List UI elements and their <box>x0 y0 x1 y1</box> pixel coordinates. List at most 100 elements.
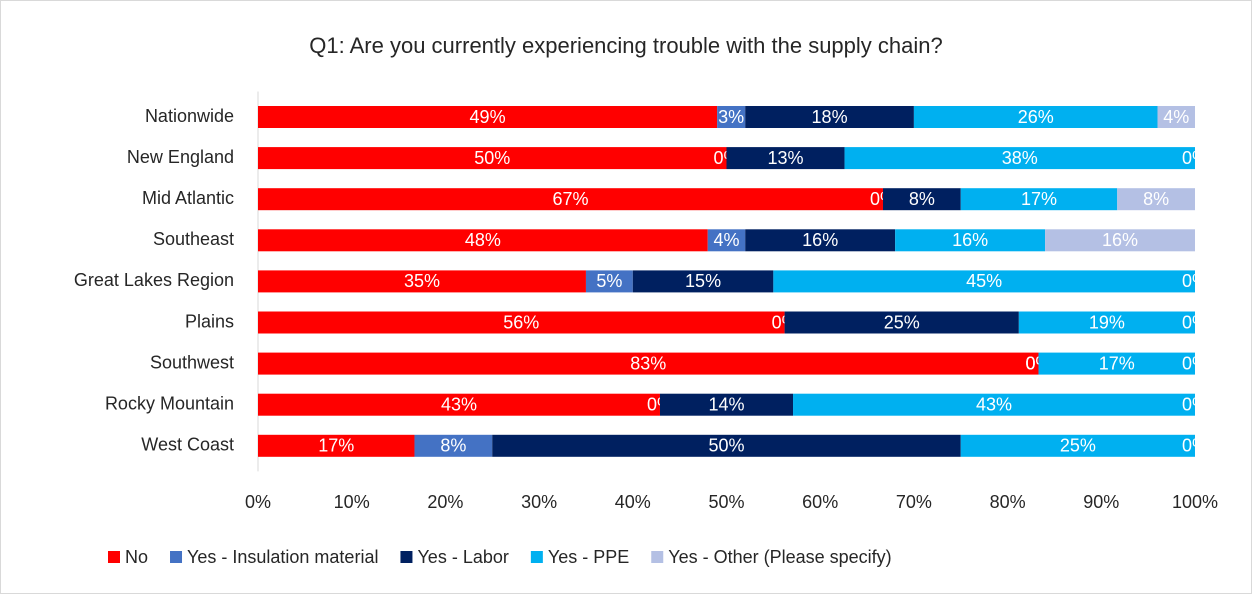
data-label: 0% <box>1182 312 1208 332</box>
bar-segment <box>793 393 1195 416</box>
data-label: 45% <box>966 271 1002 291</box>
data-label: 0% <box>1182 436 1208 456</box>
legend-label: No <box>125 547 148 567</box>
data-label: 43% <box>441 394 477 414</box>
data-label: 83% <box>630 353 666 373</box>
bar-segment <box>258 229 708 252</box>
legend-swatch <box>400 551 413 563</box>
data-label: 15% <box>685 271 721 291</box>
bar-segment <box>1045 229 1195 252</box>
legend-swatch <box>170 551 183 563</box>
bar-segment <box>492 434 961 457</box>
bar-segment <box>745 229 896 252</box>
bar-segment <box>258 434 415 457</box>
x-tick-label: 20% <box>427 492 463 512</box>
x-tick-label: 70% <box>896 492 932 512</box>
data-label: 3% <box>718 107 744 127</box>
bar-segment <box>726 147 845 170</box>
legend-swatch <box>530 551 543 563</box>
bar-segment <box>844 147 1195 170</box>
data-label: 4% <box>713 230 739 250</box>
data-label: 67% <box>552 189 588 209</box>
data-label: 18% <box>812 107 848 127</box>
y-tick-label: West Coast <box>141 435 234 455</box>
bar-segment <box>773 270 1195 293</box>
data-label: 48% <box>465 230 501 250</box>
data-label: 5% <box>596 271 622 291</box>
y-tick-label: Southeast <box>153 229 234 249</box>
data-label: 17% <box>1099 353 1135 373</box>
bar-segment <box>882 188 961 211</box>
bar-segment <box>1117 188 1195 211</box>
legend-swatch <box>651 551 664 563</box>
x-tick-label: 30% <box>521 492 557 512</box>
data-label: 19% <box>1089 312 1125 332</box>
legend-label: Yes - Labor <box>417 547 508 567</box>
chart-title: Q1: Are you currently experiencing troub… <box>309 33 942 58</box>
y-tick-label: Great Lakes Region <box>74 270 234 290</box>
x-tick-label: 90% <box>1083 492 1119 512</box>
bar-segment <box>1038 352 1195 375</box>
bar-segment <box>659 393 794 416</box>
data-label: 38% <box>1002 148 1038 168</box>
legend-label: Yes - Other (Please specify) <box>668 547 891 567</box>
bar-segment <box>960 188 1118 211</box>
data-label: 14% <box>708 394 744 414</box>
x-tick-label: 100% <box>1172 492 1218 512</box>
bar-segment <box>707 229 746 252</box>
y-tick-label: Nationwide <box>145 106 234 126</box>
bar-segment <box>913 106 1158 128</box>
bar-segment <box>258 106 718 128</box>
data-label: 17% <box>318 436 354 456</box>
bar-segment <box>258 147 727 170</box>
data-label: 0% <box>1182 353 1208 373</box>
data-label: 4% <box>1163 107 1189 127</box>
y-tick-label: New England <box>127 147 234 167</box>
bar-segment <box>960 434 1195 457</box>
legend-label: Yes - Insulation material <box>187 547 378 567</box>
bar-segment <box>632 270 774 293</box>
data-label: 26% <box>1018 107 1054 127</box>
bar-segment <box>258 393 660 416</box>
data-label: 16% <box>802 230 838 250</box>
data-label: 16% <box>1102 230 1138 250</box>
y-tick-label: Mid Atlantic <box>142 188 234 208</box>
data-label: 50% <box>708 436 744 456</box>
x-tick-label: 80% <box>990 492 1026 512</box>
bar-segment <box>585 270 633 293</box>
data-label: 8% <box>1143 189 1169 209</box>
data-label: 25% <box>884 312 920 332</box>
bar-segment <box>258 270 586 293</box>
x-tick-label: 50% <box>708 492 744 512</box>
bar-segment <box>784 311 1019 334</box>
data-label: 56% <box>503 312 539 332</box>
x-tick-label: 0% <box>245 492 271 512</box>
data-label: 49% <box>470 107 506 127</box>
data-label: 0% <box>1182 271 1208 291</box>
data-label: 0% <box>1182 148 1208 168</box>
data-label: 16% <box>952 230 988 250</box>
data-label: 43% <box>976 394 1012 414</box>
data-label: 50% <box>474 148 510 168</box>
bar-segment <box>745 106 914 128</box>
y-tick-label: Southwest <box>150 352 234 372</box>
bar-segment <box>1018 311 1195 334</box>
bar-segment <box>258 188 883 211</box>
y-tick-label: Rocky Mountain <box>105 393 234 413</box>
bar-segment <box>258 352 1039 375</box>
data-label: 0% <box>1182 394 1208 414</box>
bar-segment <box>414 434 493 457</box>
bar-segment <box>717 106 746 128</box>
x-tick-label: 60% <box>802 492 838 512</box>
data-label: 8% <box>909 189 935 209</box>
data-label: 25% <box>1060 436 1096 456</box>
data-label: 17% <box>1021 189 1057 209</box>
bar-segment <box>1157 106 1195 128</box>
y-tick-label: Plains <box>185 311 234 331</box>
bar-segment <box>258 311 785 334</box>
legend-swatch <box>108 551 120 563</box>
bar-segment <box>895 229 1046 252</box>
data-label: 13% <box>768 148 804 168</box>
